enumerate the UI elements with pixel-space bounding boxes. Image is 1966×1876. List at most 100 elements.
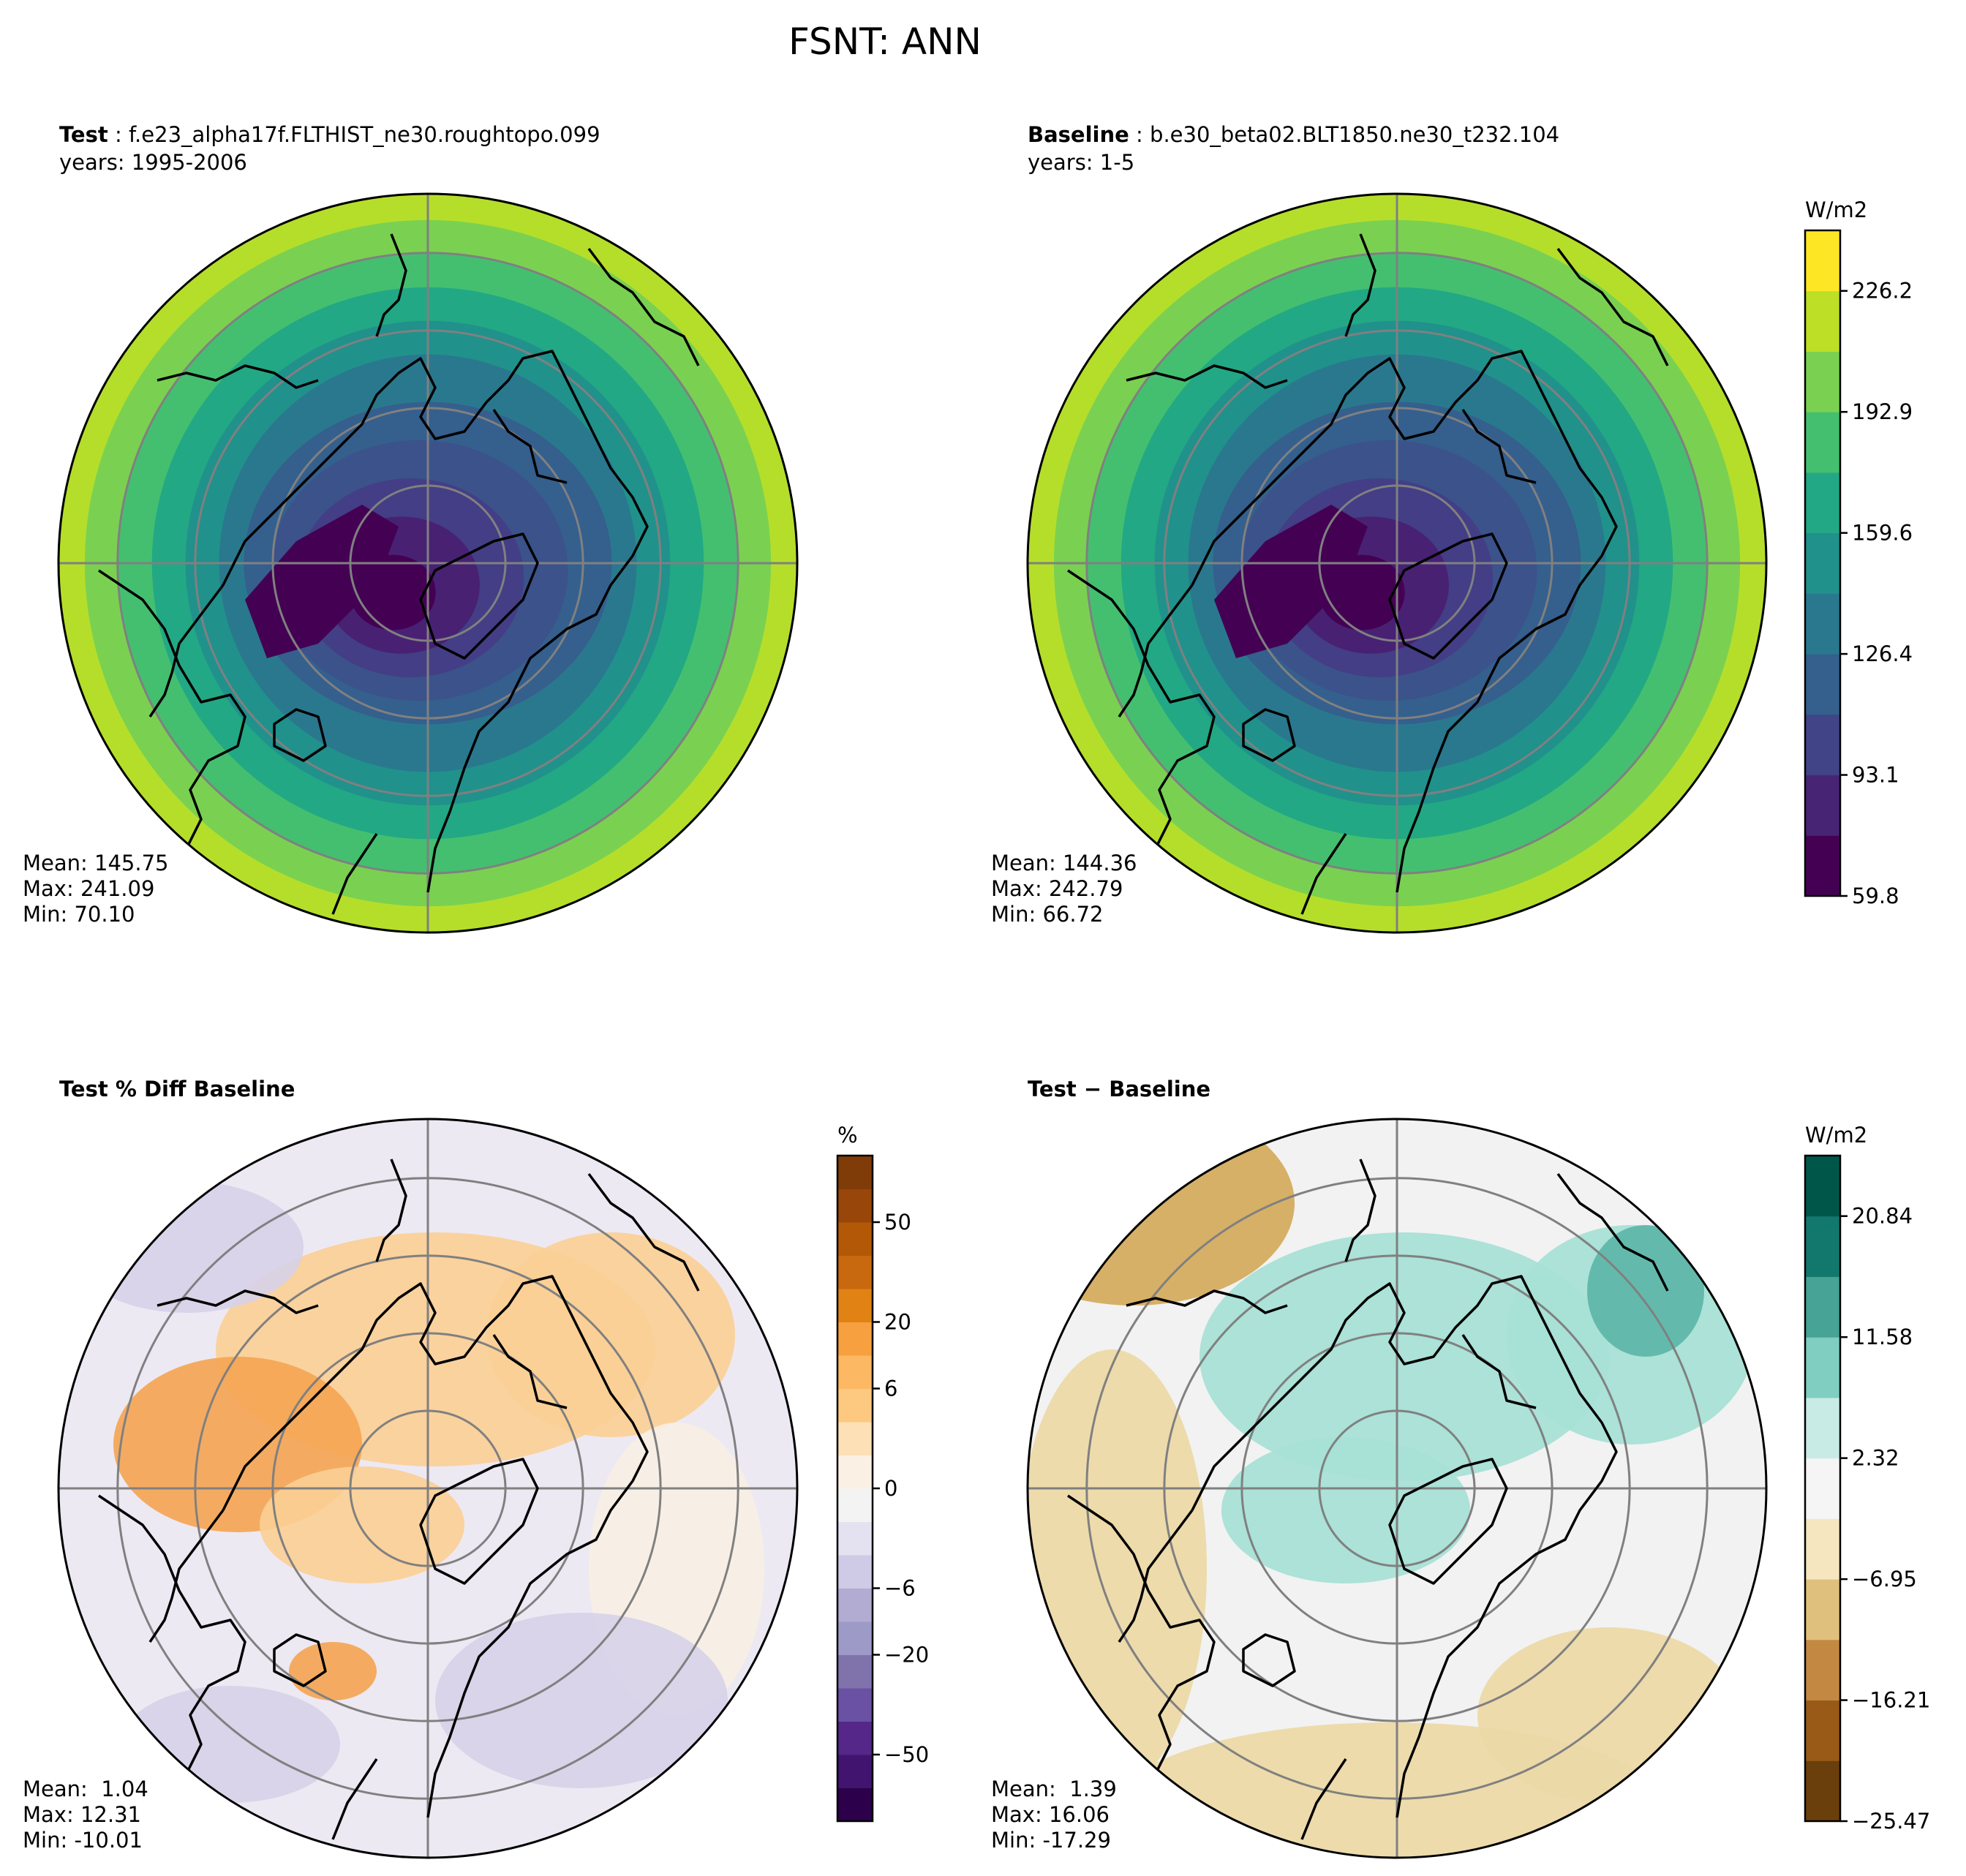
coastline — [587, 1172, 700, 1292]
colorbar-segment — [837, 1555, 873, 1589]
test-min: Min: 70.10 — [23, 902, 135, 927]
coastline — [1388, 532, 1508, 660]
colorbar-tick-label: 93.1 — [1852, 763, 1899, 788]
colorbar-tick-label: 192.9 — [1852, 399, 1913, 424]
baseline-min: Min: 66.72 — [991, 902, 1104, 927]
coastline — [273, 1633, 327, 1687]
colorbar-segment — [1805, 1579, 1840, 1640]
pct-diff-polar-map — [57, 1118, 799, 1859]
diff-panel-title: Test − Baseline — [1028, 1077, 1211, 1101]
coastline — [331, 1758, 378, 1840]
baseline-stats: Mean: 144.36 Max: 242.79 Min: 66.72 — [991, 851, 1137, 927]
colorbar-tick-label: −16.21 — [1852, 1688, 1930, 1713]
colorbar-segment — [837, 1255, 873, 1289]
colorbar-tick-label: 0 — [884, 1476, 897, 1501]
coastline — [222, 1275, 649, 1818]
diff-colorbar: W/m2 −25.47 −16.21 −6.95 2.32 11.58 20.84 — [1804, 1123, 1930, 1834]
coastline — [157, 1289, 319, 1314]
test-max: Max: 241.09 — [23, 876, 155, 901]
colorbar-segment — [837, 1222, 873, 1256]
coastline — [375, 233, 407, 337]
colorbar-segment — [837, 1422, 873, 1455]
diff-max: Max: 16.06 — [991, 1802, 1110, 1827]
test-case-name: f.e23_alpha17f.FLTHIST_ne30.roughtopo.09… — [128, 122, 600, 147]
colorbar-tick-label: −6.95 — [1852, 1567, 1917, 1591]
test-mean: Mean: 145.75 — [23, 851, 169, 875]
colorbar-segment — [837, 1788, 873, 1822]
colorbar-segment — [1805, 714, 1840, 776]
colorbar-frame — [1804, 229, 1842, 897]
colorbar-tick-label: 59.8 — [1852, 884, 1899, 908]
colorbar-segment — [837, 1388, 873, 1423]
colorbar-segment — [837, 1488, 873, 1522]
figure-title: FSNT: ANN — [788, 20, 982, 63]
colorbar-tick-label: 20 — [884, 1310, 911, 1335]
colorbar-segment — [837, 1721, 873, 1755]
pct-diff-min: Min: -10.01 — [23, 1828, 143, 1853]
coastline — [1300, 833, 1347, 915]
colorbar-segment — [837, 1355, 873, 1389]
colorbar-segment — [837, 1621, 873, 1655]
anomaly-patch — [486, 1232, 735, 1437]
diff-label-baseline: Baseline — [1109, 1077, 1211, 1101]
colorbar-segment — [837, 1688, 873, 1722]
diff-label-test: Test — [1028, 1077, 1077, 1101]
pct-diff-mean: Mean: 1.04 — [23, 1777, 148, 1801]
coastline — [273, 708, 327, 762]
colorbar-segment — [837, 1455, 873, 1489]
colorbar-segment — [1805, 654, 1840, 715]
diff-mean: Mean: 1.39 — [991, 1777, 1117, 1801]
colorbar-tick-label: 50 — [884, 1210, 911, 1235]
colorbar-segment — [1805, 593, 1840, 655]
coastline — [1300, 1758, 1347, 1840]
colorbar-segment — [1805, 1458, 1840, 1519]
baseline-label: Baseline — [1028, 122, 1129, 147]
colorbar-segment — [1805, 230, 1840, 292]
colorbar-unit: W/m2 — [1805, 1123, 1867, 1148]
coastline — [492, 409, 568, 484]
colorbar-segment — [837, 1588, 873, 1622]
coastline — [331, 833, 378, 915]
map-boundary — [1026, 192, 1768, 934]
colorbar-segment — [837, 1654, 873, 1689]
colorbar-segment — [1805, 1276, 1840, 1338]
coastline — [419, 1458, 539, 1585]
coastline — [148, 1509, 225, 1643]
pct-diff-max: Max: 12.31 — [23, 1802, 141, 1827]
colorbar-tick-label: 11.58 — [1852, 1325, 1913, 1349]
pct-diff-label: Test % Diff Baseline — [59, 1077, 295, 1101]
colorbar-tick-label: 226.2 — [1852, 279, 1913, 304]
anomaly-patch — [1587, 1225, 1704, 1357]
baseline-max: Max: 242.79 — [991, 876, 1123, 901]
colorbar-segment — [1805, 412, 1840, 473]
coastline — [1344, 233, 1376, 337]
map-boundary — [1026, 1118, 1768, 1859]
coastline — [1118, 584, 1194, 717]
colorbar-tick-label: 6 — [884, 1376, 897, 1401]
coastline — [1191, 350, 1618, 893]
coastline — [1461, 409, 1537, 484]
coastline — [1126, 364, 1288, 389]
colorbar-unit: W/m2 — [1805, 197, 1867, 222]
colorbar-tick-label: 159.6 — [1852, 521, 1913, 546]
colorbar-segment — [837, 1156, 873, 1189]
test-panel-title: Test : f.e23_alpha17f.FLTHIST_ne30.rough… — [59, 122, 600, 175]
map-boundary — [57, 1118, 799, 1859]
pct-diff-stats: Mean: 1.04 Max: 12.31 Min: -10.01 — [23, 1777, 148, 1853]
colorbar-segment — [1805, 1639, 1840, 1701]
anomaly-patch — [260, 1466, 464, 1583]
coastline — [587, 247, 700, 366]
colorbar-frame — [1804, 1154, 1842, 1823]
colorbar-tick-label: −6 — [884, 1576, 916, 1601]
coastline — [1126, 1289, 1288, 1314]
colorbar-unit: % — [837, 1123, 858, 1148]
colorbar-tick-label: −20 — [884, 1643, 929, 1668]
coastline — [419, 532, 539, 660]
colorbar-segment — [1805, 1216, 1840, 1277]
colorbar-segment — [1805, 351, 1840, 413]
baseline-polar-map — [1026, 192, 1768, 934]
coastline — [375, 1159, 407, 1262]
colorbar-segment — [837, 1755, 873, 1788]
anomaly-patch — [1221, 1437, 1470, 1583]
colorbar-segment — [1805, 290, 1840, 352]
